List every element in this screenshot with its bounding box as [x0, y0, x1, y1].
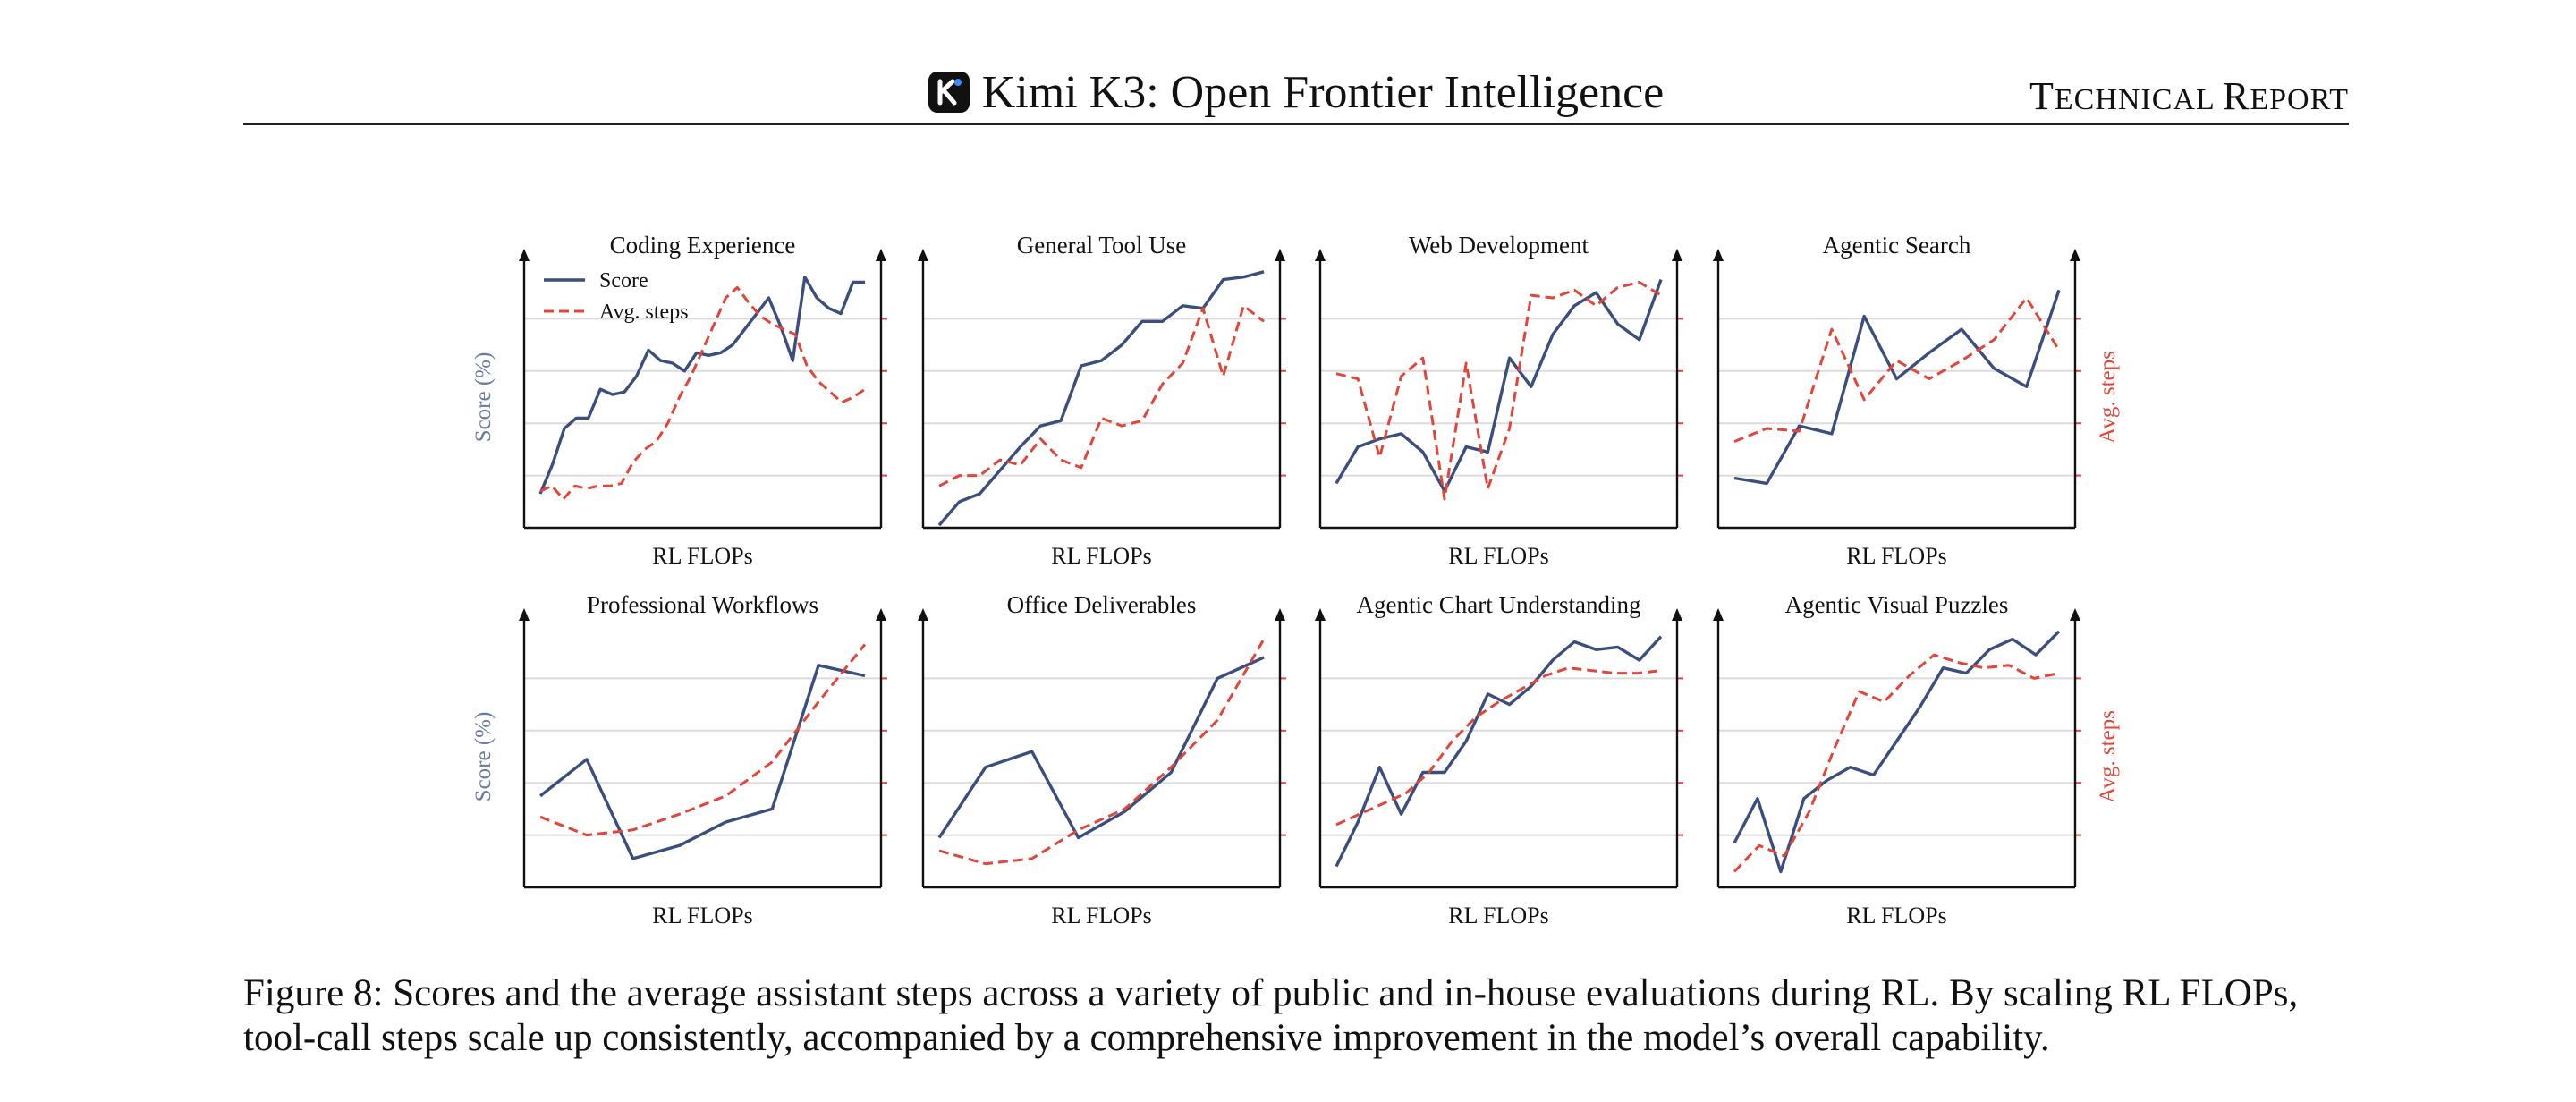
x-axis-label: RL FLOPs: [1051, 903, 1151, 928]
steps-series-line: [1733, 296, 2061, 443]
y-axis-right-arrow-icon: [876, 608, 886, 621]
y-axis-right-arrow-icon: [2070, 249, 2080, 261]
y-axis-left-arrow-icon: [1713, 608, 1724, 621]
report-type-label: TECHNICAL REPORT: [2029, 74, 2349, 118]
chart-panel-4: Agentic Search RL FLOPs Avg. steps: [1713, 232, 2120, 569]
report-title: Kimi K3: Open Frontier Intelligence: [981, 67, 1665, 118]
page-header: Kimi K3: Open Frontier Intelligence TECH…: [243, 59, 2349, 125]
chart-title: Office Deliverables: [1007, 591, 1197, 618]
y-axis-left-arrow-icon: [1713, 249, 1724, 261]
legend-steps-label: Avg. steps: [599, 301, 689, 324]
y-axis-right-arrow-icon: [2070, 608, 2080, 621]
x-axis-label: RL FLOPs: [652, 543, 752, 569]
x-axis-label: RL FLOPs: [652, 903, 752, 928]
y-axis-left-label: Score (%): [471, 352, 496, 443]
score-series-line: [1335, 279, 1663, 493]
y-axis-left-arrow-icon: [1315, 608, 1326, 621]
figure-caption: Figure 8: Scores and the average assista…: [243, 972, 2299, 1059]
chart-legend: Score Avg. steps: [544, 269, 689, 324]
chart-title: Agentic Search: [1823, 232, 1971, 259]
x-axis-label: RL FLOPs: [1448, 543, 1548, 569]
legend-score-label: Score: [599, 269, 648, 292]
score-series-line: [937, 656, 1265, 840]
steps-series-line: [1335, 666, 1662, 826]
y-axis-right-arrow-icon: [1275, 608, 1285, 621]
report-title-block: Kimi K3: Open Frontier Intelligence: [243, 66, 2349, 120]
chart-title: General Tool Use: [1017, 232, 1187, 259]
y-axis-right-arrow-icon: [1672, 249, 1682, 261]
y-axis-right-label: Avg. steps: [2096, 351, 2120, 444]
chart-panel-3: Web Development RL FLOPs: [1315, 232, 1683, 569]
chart-title: Web Development: [1409, 232, 1589, 259]
score-series-line: [1733, 630, 2061, 874]
y-axis-left-arrow-icon: [519, 249, 530, 261]
score-series-line: [538, 276, 865, 495]
chart-title: Professional Workflows: [587, 591, 818, 618]
x-axis-label: RL FLOPs: [1846, 903, 1946, 928]
score-series-line: [1733, 289, 2061, 486]
y-axis-left-arrow-icon: [918, 249, 928, 261]
steps-series-line: [1733, 653, 2060, 873]
steps-series-line: [539, 643, 867, 837]
chart-title: Agentic Chart Understanding: [1357, 591, 1641, 618]
chart-panel-2: General Tool Use RL FLOPs: [918, 232, 1286, 569]
steps-series-line: [938, 304, 1265, 487]
figure-8-chart-grid: Coding Experience RL FLOPs Score (%) Score A…: [471, 232, 2120, 928]
chart-panel-7: Agentic Chart Understanding RL FLOPs: [1315, 591, 1683, 928]
steps-series-line: [1335, 281, 1662, 501]
y-axis-left-arrow-icon: [519, 608, 530, 621]
x-axis-label: RL FLOPs: [1846, 543, 1946, 569]
score-series-line: [1335, 635, 1663, 868]
chart-panel-5: Professional Workflows RL FLOPs Score (%): [471, 591, 887, 928]
y-axis-left-label: Score (%): [471, 712, 496, 802]
steps-series-line: [539, 285, 866, 501]
y-axis-right-arrow-icon: [1672, 608, 1682, 621]
y-axis-right-label: Avg. steps: [2096, 710, 2120, 803]
chart-title: Coding Experience: [610, 232, 796, 259]
y-axis-left-arrow-icon: [1315, 249, 1326, 261]
chart-title: Agentic Visual Puzzles: [1785, 591, 2009, 618]
y-axis-right-arrow-icon: [1275, 249, 1285, 261]
kimi-logo-icon: [928, 72, 970, 113]
y-axis-right-arrow-icon: [876, 249, 886, 261]
x-axis-label: RL FLOPs: [1448, 903, 1548, 928]
chart-panel-1: Coding Experience RL FLOPs Score (%) Score A…: [471, 232, 887, 569]
x-axis-label: RL FLOPs: [1051, 543, 1151, 569]
steps-series-line: [938, 638, 1266, 866]
y-axis-left-arrow-icon: [918, 608, 928, 621]
chart-panel-8: Agentic Visual Puzzles RL FLOPs Avg. steps: [1713, 591, 2120, 928]
score-series-line: [937, 270, 1265, 527]
score-series-line: [538, 664, 866, 860]
chart-panel-6: Office Deliverables RL FLOPs: [918, 591, 1286, 928]
